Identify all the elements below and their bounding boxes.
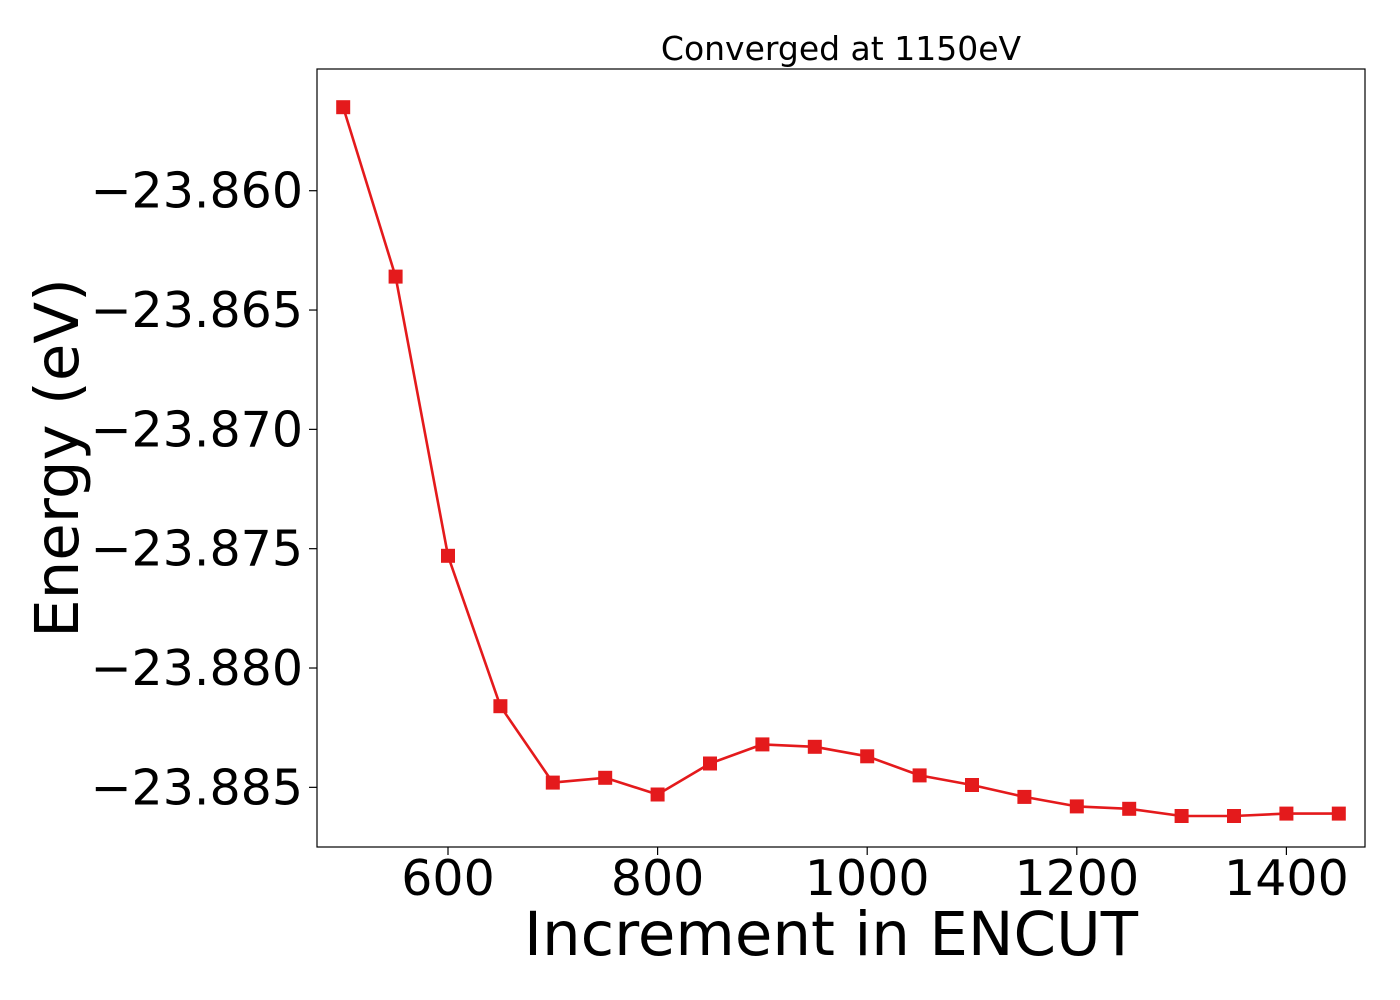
y-tick-label: −23.860 <box>90 163 303 220</box>
y-tick-label: −23.865 <box>90 282 303 339</box>
plot-area <box>317 69 1365 847</box>
x-tick-label: 1000 <box>805 850 930 907</box>
x-tick-label: 600 <box>401 850 495 907</box>
x-axis-label: Increment in ENCUT <box>524 899 1139 970</box>
series-layer <box>336 100 1346 823</box>
x-tick-label: 1400 <box>1224 850 1349 907</box>
data-point <box>545 775 560 790</box>
data-point <box>1122 801 1137 816</box>
y-tick-label: −23.870 <box>90 401 303 458</box>
plot-frame <box>316 68 1366 848</box>
y-tick-label: −23.885 <box>90 759 303 816</box>
y-tick-label: −23.880 <box>90 640 303 697</box>
ticks-layer: 600 800 1000 1200 1400 −23.860 −23.865 −23.870 −… <box>90 163 1348 907</box>
data-point <box>388 269 403 284</box>
data-point <box>703 756 717 771</box>
data-point <box>336 100 351 115</box>
data-point <box>1069 799 1084 814</box>
series-line <box>341 106 1339 818</box>
data-point <box>1174 809 1189 823</box>
data-point <box>598 770 613 785</box>
data-point <box>441 548 455 563</box>
data-point <box>650 787 665 802</box>
data-point <box>493 699 508 714</box>
data-point <box>807 739 822 754</box>
data-point <box>755 737 770 752</box>
data-point <box>1279 806 1294 821</box>
x-tick-label: 1200 <box>1014 850 1139 907</box>
data-point <box>1331 806 1346 821</box>
x-tick-label: 800 <box>611 850 705 907</box>
y-tick-label: −23.875 <box>90 521 303 578</box>
y-axis-label: Energy (eV) <box>22 278 93 638</box>
data-point <box>965 778 979 792</box>
data-point <box>912 768 927 783</box>
data-point <box>860 749 875 764</box>
data-point <box>1227 809 1241 823</box>
chart-title: Converged at 1150eV <box>661 29 1022 68</box>
data-point <box>1017 789 1032 804</box>
